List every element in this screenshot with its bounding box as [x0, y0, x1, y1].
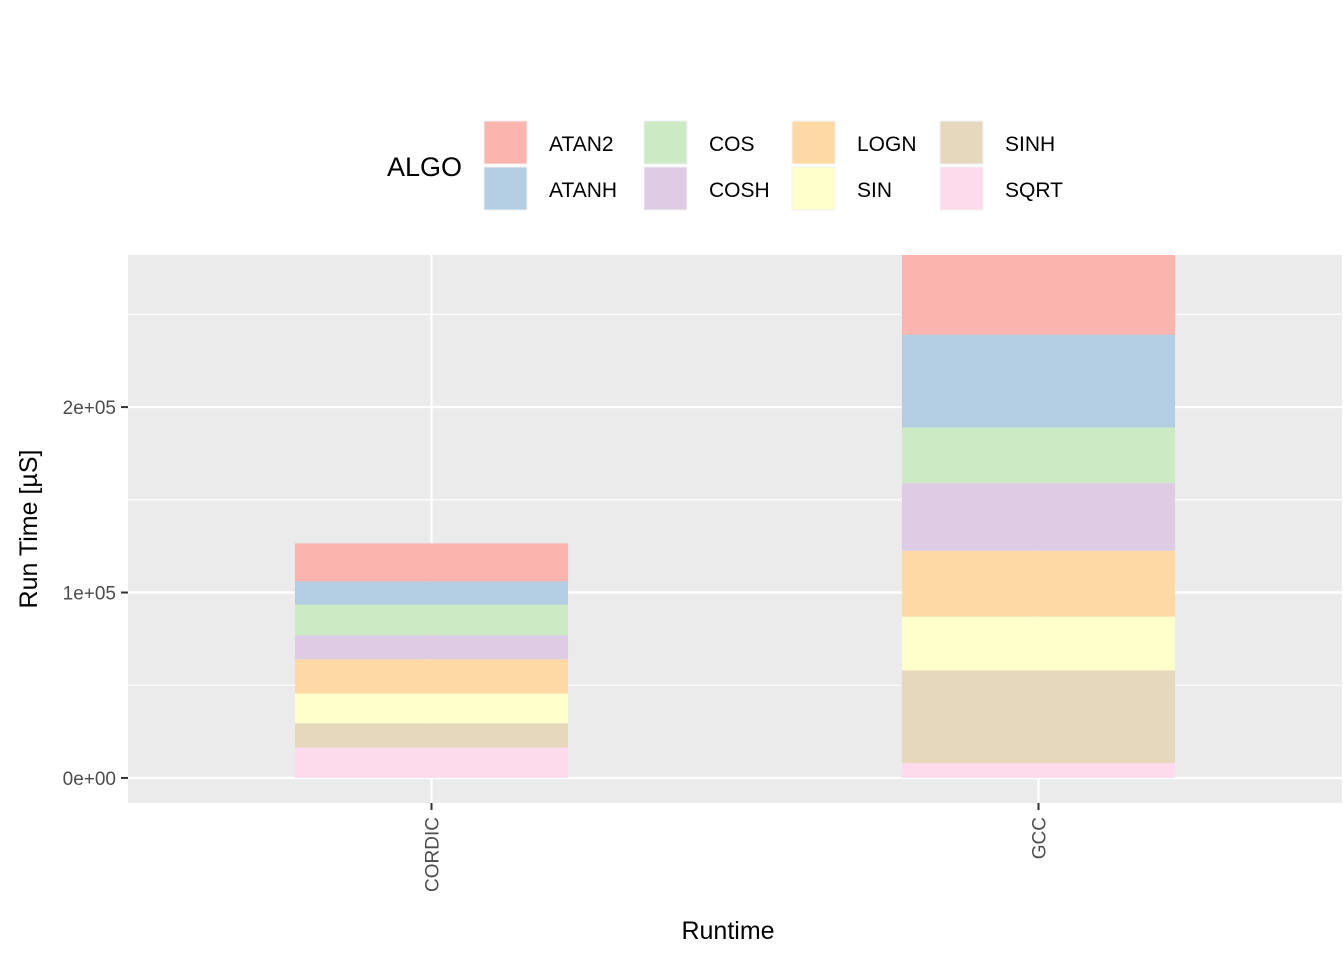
bar-segment-gcc-sinh: [901, 670, 1176, 764]
x-axis: CORDIC GCC: [423, 803, 1051, 892]
legend-label-cos: COS: [709, 133, 755, 156]
bar-segment-gcc-atan2: [901, 255, 1176, 335]
legend-key-sinh: [939, 120, 984, 165]
legend-label-sqrt: SQRT: [1005, 179, 1063, 202]
bar-segment-cordic-atan2: [294, 543, 569, 582]
bar-segment-gcc-atanh: [901, 334, 1176, 428]
legend-key-cosh: [643, 166, 688, 211]
y-axis-label: Run Time [µS]: [15, 450, 43, 609]
x-axis-label: Runtime: [681, 917, 774, 945]
y-tick-label: 2e+05: [63, 398, 116, 419]
bar-segment-gcc-sin: [901, 616, 1176, 671]
bar-segment-cordic-cos: [294, 604, 569, 636]
legend-label-sinh: SINH: [1005, 133, 1055, 156]
legend-key-atanh: [483, 166, 528, 211]
legend-label-logn: LOGN: [857, 133, 917, 156]
legend: ALGO ATAN2 ATANH COS COSH LOGN SIN SINH SQRT: [387, 120, 1063, 211]
legend-label-cosh: COSH: [709, 179, 770, 202]
legend-label-sin: SIN: [857, 179, 892, 202]
legend-label-atan2: ATAN2: [549, 133, 614, 156]
bar-segment-cordic-sqrt: [294, 747, 569, 778]
legend-key-atan2: [483, 120, 528, 165]
legend-label-atanh: ATANH: [549, 179, 617, 202]
bars: [294, 255, 1176, 778]
bar-segment-cordic-sin: [294, 693, 569, 724]
bar-segment-gcc-logn: [901, 550, 1176, 617]
bar-segment-cordic-logn: [294, 659, 569, 694]
legend-title: ALGO: [387, 152, 462, 182]
legend-key-sqrt: [939, 166, 984, 211]
bar-segment-cordic-cosh: [294, 635, 569, 660]
x-tick-label: CORDIC: [423, 817, 444, 892]
bar-segment-cordic-atanh: [294, 581, 569, 605]
y-tick-label: 0e+00: [63, 769, 116, 790]
legend-key-logn: [791, 120, 836, 165]
legend-key-sin: [791, 166, 836, 211]
legend-key-cos: [643, 120, 688, 165]
y-tick-label: 1e+05: [63, 584, 116, 605]
bar-segment-cordic-sinh: [294, 723, 569, 748]
x-tick-label: GCC: [1030, 817, 1051, 859]
y-axis: 0e+00 1e+05 2e+05: [63, 398, 128, 790]
bar-segment-gcc-sqrt: [901, 763, 1176, 778]
bar-segment-gcc-cos: [901, 427, 1176, 484]
bar-segment-gcc-cosh: [901, 483, 1176, 551]
